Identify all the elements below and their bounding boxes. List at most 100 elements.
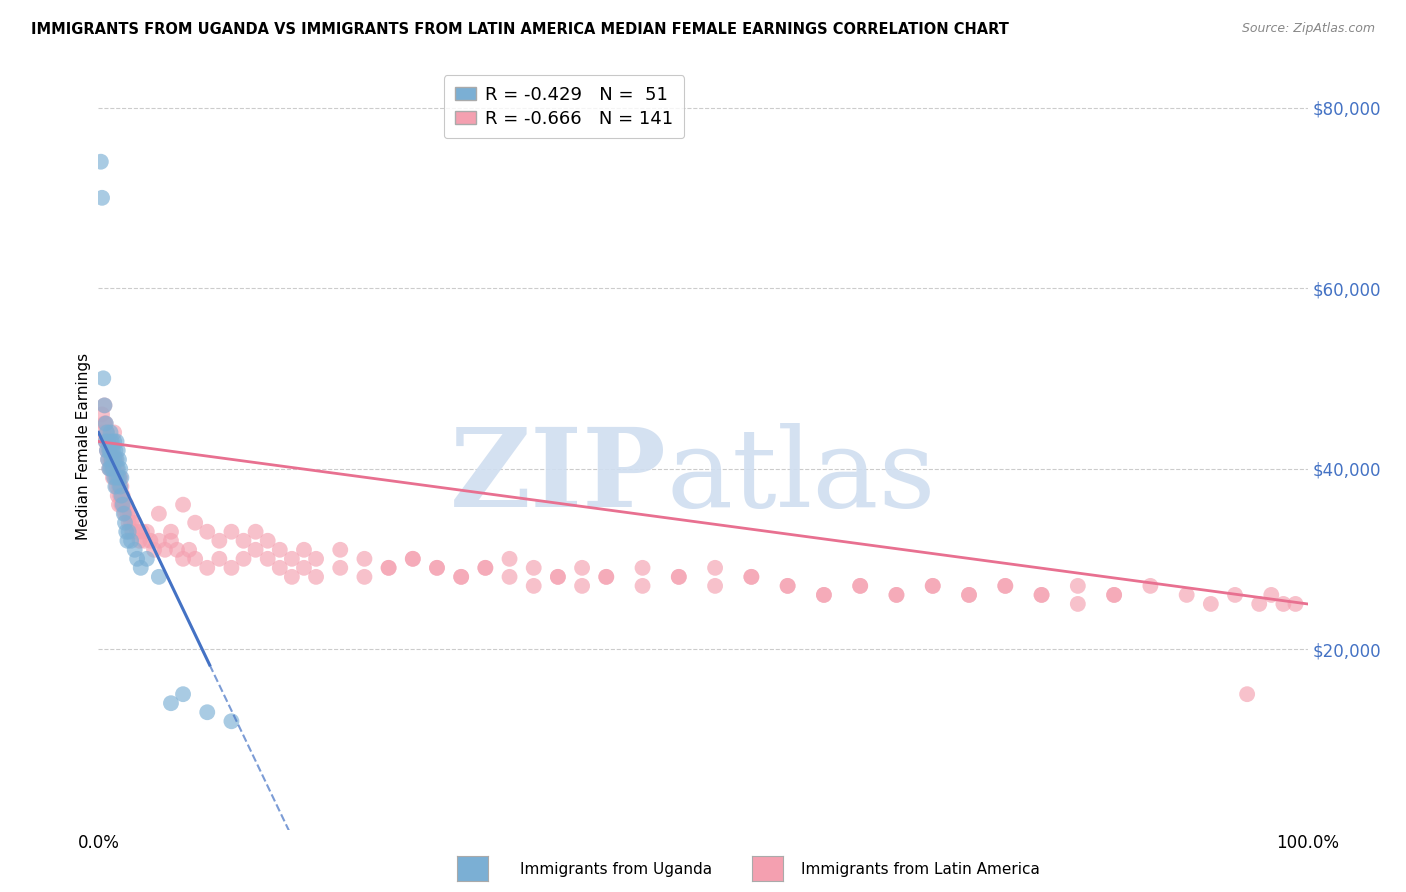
Point xyxy=(121,524,143,539)
Point xyxy=(128,533,150,548)
Point xyxy=(134,533,156,548)
Point xyxy=(108,470,131,484)
Point xyxy=(112,498,135,512)
Point xyxy=(595,570,617,584)
Point xyxy=(148,533,170,548)
Point xyxy=(120,533,142,548)
Point xyxy=(91,408,114,422)
Point xyxy=(143,542,166,557)
Point xyxy=(523,561,546,575)
Point xyxy=(269,561,291,575)
Point xyxy=(426,561,449,575)
Point xyxy=(107,470,129,484)
Point xyxy=(105,480,128,494)
Point xyxy=(1199,597,1222,611)
Point xyxy=(108,452,131,467)
Point xyxy=(103,452,125,467)
Point xyxy=(98,461,121,475)
Point xyxy=(100,452,122,467)
Point xyxy=(547,570,569,584)
Point xyxy=(1260,588,1282,602)
Point xyxy=(100,461,122,475)
Point xyxy=(402,551,425,566)
Point xyxy=(1223,588,1246,602)
Point xyxy=(547,570,569,584)
Point xyxy=(139,533,162,548)
Point xyxy=(97,434,120,449)
Point xyxy=(184,516,207,530)
Point xyxy=(232,551,254,566)
Point xyxy=(107,443,129,458)
Point xyxy=(104,452,127,467)
Point xyxy=(94,434,117,449)
Point xyxy=(114,507,136,521)
Point xyxy=(474,561,496,575)
Point xyxy=(221,524,243,539)
Text: Immigrants from Latin America: Immigrants from Latin America xyxy=(801,863,1040,877)
Point xyxy=(305,551,328,566)
Point xyxy=(110,480,132,494)
Point xyxy=(450,570,472,584)
Point xyxy=(776,579,799,593)
Point xyxy=(957,588,980,602)
Point xyxy=(96,425,118,440)
Point xyxy=(704,561,727,575)
Point xyxy=(117,507,139,521)
Point xyxy=(1102,588,1125,602)
Point xyxy=(131,524,153,539)
Point xyxy=(740,570,762,584)
Point xyxy=(740,570,762,584)
Point xyxy=(104,470,127,484)
Point xyxy=(160,696,183,710)
Point xyxy=(103,425,125,440)
Point xyxy=(91,371,114,385)
Point xyxy=(105,452,128,467)
Point xyxy=(94,434,117,449)
Point xyxy=(93,398,115,412)
Point xyxy=(668,570,690,584)
Point xyxy=(97,452,120,467)
Point xyxy=(1031,588,1053,602)
Point xyxy=(921,579,943,593)
Point xyxy=(329,542,352,557)
Point xyxy=(101,461,124,475)
Text: ZIP: ZIP xyxy=(450,423,666,530)
Point xyxy=(232,533,254,548)
Point xyxy=(353,551,375,566)
Point xyxy=(104,480,127,494)
Point xyxy=(631,579,654,593)
Point xyxy=(104,443,127,458)
Point xyxy=(172,551,194,566)
Point xyxy=(179,542,201,557)
Point xyxy=(96,425,118,440)
Point xyxy=(292,542,315,557)
Point xyxy=(108,480,131,494)
Point xyxy=(90,154,112,169)
Point xyxy=(269,542,291,557)
Point xyxy=(108,461,131,475)
Point xyxy=(160,533,183,548)
Point xyxy=(221,714,243,729)
Point xyxy=(1284,597,1306,611)
Text: Immigrants from Uganda: Immigrants from Uganda xyxy=(520,863,713,877)
Point xyxy=(1236,687,1258,701)
Point xyxy=(184,551,207,566)
Point xyxy=(103,461,125,475)
Point xyxy=(105,461,128,475)
Point xyxy=(129,561,152,575)
Point xyxy=(571,561,593,575)
Point xyxy=(101,452,124,467)
Point xyxy=(571,579,593,593)
Point xyxy=(100,452,122,467)
Point xyxy=(353,570,375,584)
Point xyxy=(110,498,132,512)
Point xyxy=(153,542,176,557)
Point xyxy=(921,579,943,593)
Point xyxy=(148,570,170,584)
Point xyxy=(108,470,131,484)
Point xyxy=(813,588,835,602)
Point xyxy=(256,533,278,548)
Point xyxy=(402,551,425,566)
Point xyxy=(1102,588,1125,602)
Point xyxy=(91,425,114,440)
